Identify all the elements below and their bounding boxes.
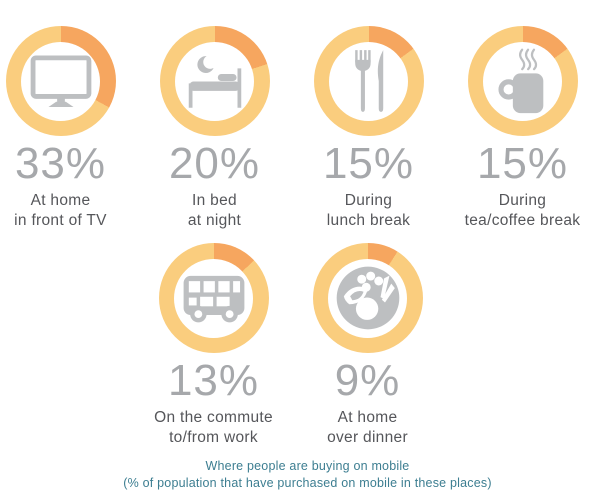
chart-title: Where people are buying on mobile [205, 458, 410, 473]
caption-line-2: in front of TV [14, 212, 107, 230]
donut-hole [175, 41, 254, 121]
caption-line-1: During [498, 192, 547, 209]
donut-chart-tea-coffee [467, 26, 578, 136]
tv-icon [30, 54, 91, 107]
percent-caption: At home in front of TV [14, 191, 107, 231]
donut-row-top: 33% At home in front of TV 20% [0, 0, 599, 231]
caption-line-1: In bed [192, 192, 237, 209]
percent-caption: On the commute to/from work [154, 408, 273, 448]
donut-chart-in-bed [159, 26, 270, 136]
donut-chart-lunch-break [313, 26, 424, 136]
stat-home-dinner: 9% At home over dinner [293, 243, 443, 448]
donut-hole [174, 258, 253, 338]
percent-value: 15% [476, 139, 569, 188]
chart-footer: Where people are buying on mobile (% of … [0, 459, 615, 490]
percent-caption: During lunch break [327, 191, 410, 231]
donut-row-bottom: 13% On the commute to/from work [0, 243, 598, 448]
percent-caption: During tea/coffee break [465, 191, 581, 231]
stat-commute: 13% On the commute to/from work [139, 243, 289, 448]
bed-icon [188, 55, 241, 108]
caption-line-1: During [344, 192, 393, 209]
donut-hole [328, 258, 407, 338]
percent-value: 13% [167, 356, 260, 406]
donut-chart-home-tv [5, 26, 116, 136]
stat-in-bed: 20% In bed at night [140, 26, 290, 231]
donut-hole [329, 41, 408, 121]
percent-value: 20% [168, 139, 261, 188]
chart-subtitle: (% of population that have purchased on … [123, 475, 492, 490]
stat-lunch-break: 15% During lunch break [294, 26, 444, 231]
percent-value: 15% [322, 139, 415, 188]
coffee-mug-icon [497, 48, 543, 114]
caption-line-2: lunch break [326, 212, 411, 230]
dinner-plate-icon [336, 266, 399, 330]
caption-line-2: tea/coffee break [464, 212, 581, 230]
donut-chart-home-dinner [312, 243, 423, 354]
caption-line-2: to/from work [169, 429, 258, 447]
percent-value: 9% [334, 356, 401, 406]
fork-knife-icon [354, 50, 383, 112]
caption-line-1: On the commute [154, 409, 273, 427]
stat-home-tv: 33% At home in front of TV [0, 26, 136, 231]
caption-line-1: At home [337, 409, 398, 427]
percent-caption: At home over dinner [327, 408, 408, 448]
donut-hole [483, 41, 562, 121]
percent-value: 33% [14, 139, 107, 188]
donut-hole [21, 41, 100, 121]
caption-line-2: at night [187, 212, 242, 230]
donut-chart-commute [158, 243, 269, 354]
caption-line-2: over dinner [327, 429, 408, 447]
bus-icon [183, 275, 244, 323]
percent-caption: In bed at night [188, 191, 241, 231]
stat-tea-coffee-break: 15% During tea/coffee break [448, 26, 598, 231]
caption-line-1: At home [30, 192, 91, 209]
